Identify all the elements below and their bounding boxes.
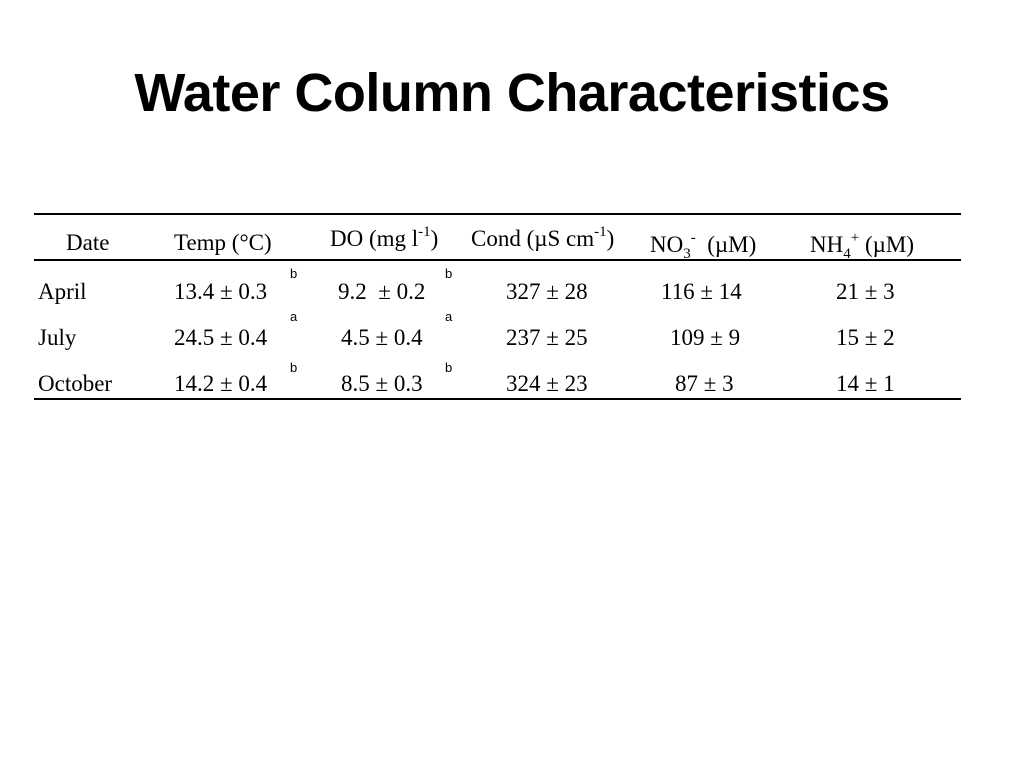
row-july-do: 4.5 ± 0.4 (341, 325, 423, 350)
table-header-rule (34, 259, 961, 261)
row-july-cond: 237 ± 25 (506, 325, 588, 350)
header-do-close: ) (430, 226, 439, 251)
table-top-rule (34, 213, 961, 215)
header-nh4: NH4+ (µM) (810, 231, 914, 262)
row-april-date: April (38, 279, 87, 304)
row-april-temp: 13.4 ± 0.3 (174, 279, 268, 304)
row-april-do-mark: b (445, 266, 453, 281)
header-date: Date (66, 230, 110, 255)
row-october-date: October (38, 371, 113, 396)
header-nh4-unit: (µM) (864, 232, 914, 257)
header-no3: NO3- (µM) (650, 231, 756, 262)
row-april-nh4: 21 ± 3 (836, 279, 895, 304)
header-no3-label: NO (650, 232, 684, 257)
row-april-cond: 327 ± 28 (506, 279, 588, 304)
header-nh4-charge: + (850, 230, 860, 246)
row-april-no3: 116 ± 14 (661, 279, 742, 304)
row-october-nh4: 14 ± 1 (836, 371, 895, 396)
row-october-temp: 14.2 ± 0.4 (174, 371, 268, 396)
row-july-nh4: 15 ± 2 (836, 325, 895, 350)
row-october-temp-mark: b (290, 360, 298, 375)
header-no3-charge: - (690, 230, 696, 246)
row-october-cond: 324 ± 23 (506, 371, 588, 396)
row-october-do-mark: b (445, 360, 453, 375)
row-july-temp: 24.5 ± 0.4 (174, 325, 268, 350)
row-october-no3: 87 ± 3 (675, 371, 734, 396)
row-july-date: July (38, 325, 77, 350)
header-no3-subscript: 3 (683, 246, 691, 262)
header-nh4-label: NH (810, 232, 844, 257)
row-july-no3: 109 ± 9 (670, 325, 741, 350)
header-cond-label: Cond (µS cm (471, 226, 595, 251)
header-do-label: DO (mg l (330, 226, 419, 251)
header-temp: Temp (°C) (174, 230, 272, 255)
row-october-do: 8.5 ± 0.3 (341, 371, 423, 396)
row-july-temp-mark: a (290, 309, 298, 324)
header-do: DO (mg l-1) (330, 224, 439, 251)
table-bottom-rule (34, 398, 961, 400)
header-cond: Cond (µS cm-1) (471, 224, 615, 251)
header-do-exponent: -1 (418, 224, 431, 240)
water-column-table: Date Temp (°C) DO (mg l-1) Cond (µS cm-1… (34, 213, 961, 400)
row-april-temp-mark: b (290, 266, 298, 281)
row-april-do: 9.2 ± 0.2 (338, 279, 426, 304)
row-july-do-mark: a (445, 309, 453, 324)
header-no3-unit: (µM) (707, 232, 757, 257)
header-cond-close: ) (606, 226, 615, 251)
header-cond-exponent: -1 (594, 224, 607, 240)
slide-title: Water Column Characteristics (134, 63, 890, 123)
header-nh4-subscript: 4 (843, 246, 851, 262)
